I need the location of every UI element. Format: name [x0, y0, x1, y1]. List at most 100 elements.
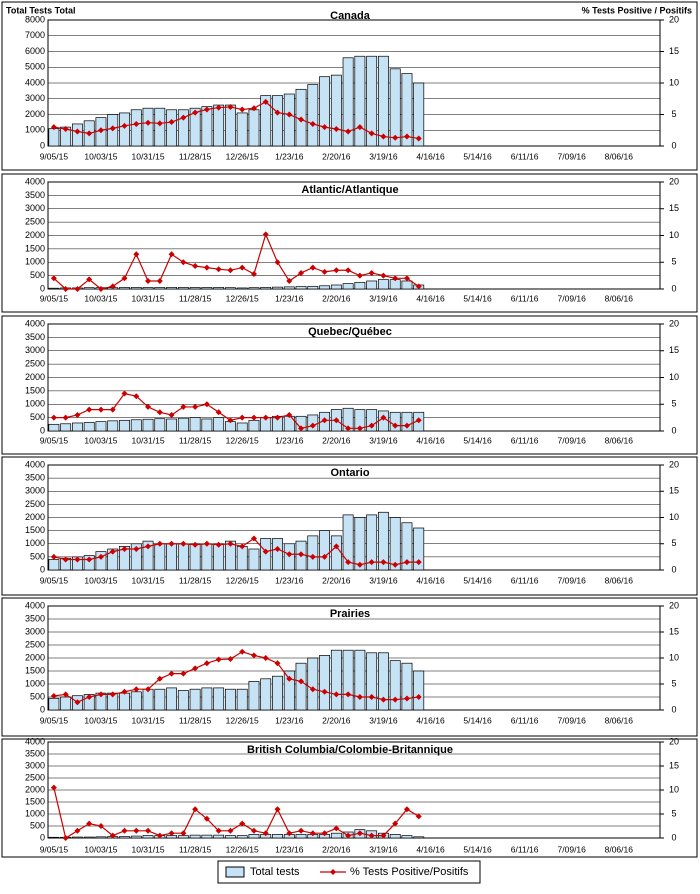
- marker: [368, 832, 375, 839]
- bar: [189, 287, 201, 290]
- marker: [168, 411, 175, 418]
- marker: [239, 648, 246, 655]
- x-tick-label: 6/11/16: [511, 715, 539, 725]
- x-tick-label: 1/23/16: [275, 844, 304, 854]
- marker: [215, 266, 222, 273]
- plot-frame: [47, 19, 661, 147]
- bar: [248, 287, 260, 290]
- bar: [142, 107, 154, 147]
- marker: [321, 268, 328, 275]
- bar: [236, 112, 248, 147]
- y-tick-label: 2500: [25, 359, 45, 369]
- marker: [192, 665, 199, 672]
- plot-frame: [47, 323, 661, 432]
- marker: [309, 422, 316, 429]
- y-tick-label: 3500: [25, 613, 45, 623]
- marker: [356, 272, 363, 279]
- x-tick-label: 11/28/15: [179, 844, 212, 854]
- bar: [224, 104, 236, 147]
- marker: [380, 414, 387, 421]
- y2-tick-label: 20: [669, 600, 679, 610]
- bar: [330, 535, 342, 571]
- marker: [392, 561, 399, 568]
- x-tick-label: 2/20/16: [322, 151, 351, 161]
- x-tick-label: 7/09/16: [558, 715, 587, 725]
- bar: [342, 514, 354, 571]
- marker: [239, 414, 246, 421]
- marker: [192, 806, 199, 813]
- y2-tick-label: 15: [669, 203, 679, 213]
- x-tick-label: 9/05/15: [40, 151, 69, 161]
- y2-tick-label: 15: [669, 626, 679, 636]
- marker: [403, 422, 410, 429]
- marker: [356, 561, 363, 568]
- marker: [239, 264, 246, 271]
- marker: [180, 114, 187, 121]
- x-tick-label: 9/05/15: [40, 293, 69, 303]
- bar: [130, 287, 142, 290]
- x-tick-label: 9/05/15: [40, 575, 69, 585]
- marker: [250, 535, 257, 542]
- bar: [60, 696, 72, 711]
- x-tick-label: 8/06/16: [605, 435, 634, 445]
- marker: [392, 134, 399, 141]
- marker: [156, 409, 163, 416]
- y2-tick-label: 0: [671, 425, 676, 435]
- marker: [109, 832, 116, 839]
- bar: [142, 835, 154, 839]
- bar: [83, 836, 95, 839]
- y-tick-label: 2000: [25, 109, 45, 119]
- x-tick-label: 5/14/16: [463, 715, 492, 725]
- bar: [260, 287, 272, 290]
- bar: [307, 657, 319, 711]
- marker: [345, 559, 352, 566]
- bar: [272, 675, 283, 711]
- marker: [262, 414, 269, 421]
- bar: [48, 287, 60, 290]
- x-tick-label: 10/31/15: [131, 715, 164, 725]
- marker: [321, 124, 328, 131]
- x-tick-label: 7/09/16: [558, 435, 587, 445]
- marker: [286, 111, 293, 118]
- bar: [366, 514, 378, 571]
- bar: [154, 418, 166, 432]
- marker: [415, 283, 422, 290]
- bar: [119, 419, 130, 432]
- marker: [86, 694, 93, 700]
- bar: [201, 418, 213, 432]
- y-tick-label: 3500: [25, 190, 45, 200]
- bar: [319, 285, 331, 290]
- plot-frame: [47, 464, 661, 571]
- bar: [295, 662, 307, 711]
- marker: [50, 553, 57, 560]
- bar: [71, 836, 83, 839]
- marker: [180, 670, 187, 677]
- marker: [380, 272, 387, 279]
- marker: [298, 551, 305, 558]
- marker: [133, 546, 140, 552]
- y-tick-label: 1000: [25, 808, 45, 818]
- x-tick-label: 1/23/16: [275, 293, 304, 303]
- bar: [213, 417, 225, 432]
- x-tick-label: 12/26/15: [226, 575, 259, 585]
- x-tick-label: 9/05/15: [40, 715, 69, 725]
- y-tick-label: 4000: [25, 600, 45, 610]
- y-tick-label: 2500: [25, 772, 45, 782]
- x-tick-label: 1/23/16: [275, 715, 304, 725]
- marker: [250, 105, 257, 112]
- marker: [262, 231, 269, 238]
- bar: [330, 649, 342, 711]
- y-tick-label: 3000: [25, 760, 45, 770]
- marker: [239, 820, 246, 827]
- y-tick-label: 3500: [25, 748, 45, 758]
- x-tick-label: 6/11/16: [511, 293, 539, 303]
- bar: [236, 422, 248, 432]
- marker: [133, 827, 140, 834]
- marker: [298, 116, 305, 123]
- bar: [354, 281, 366, 290]
- y2-tick-label: 10: [669, 512, 679, 522]
- x-tick-label: 10/03/15: [84, 844, 117, 854]
- marker: [121, 122, 128, 129]
- y-tick-label: 2000: [25, 372, 45, 382]
